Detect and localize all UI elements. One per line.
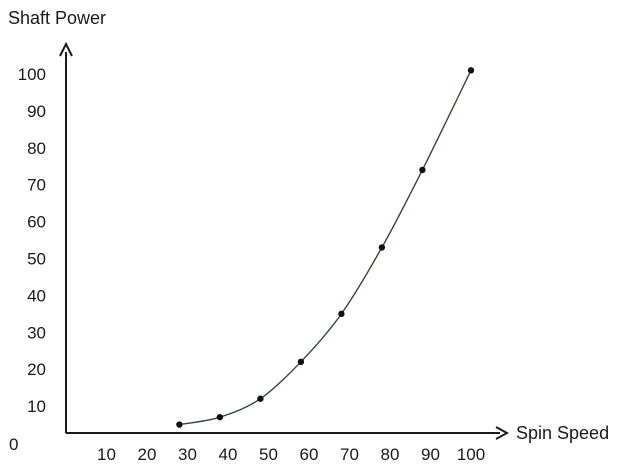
data-point xyxy=(176,421,183,428)
y-tick-label: 80 xyxy=(27,139,46,158)
data-points xyxy=(176,67,475,428)
y-tick-label: 60 xyxy=(27,213,46,232)
x-tick-label: 50 xyxy=(259,445,278,464)
data-point xyxy=(297,358,305,366)
data-point xyxy=(378,244,386,251)
x-axis-title: Spin Speed xyxy=(516,423,609,443)
y-tick-label: 50 xyxy=(27,250,46,269)
x-tick-label: 60 xyxy=(300,445,319,464)
x-tick-label: 70 xyxy=(340,445,359,464)
y-axis-arrowhead xyxy=(59,41,73,57)
x-axis-arrowhead xyxy=(495,426,510,440)
x-tick-label: 80 xyxy=(381,445,400,464)
axes xyxy=(59,41,510,440)
x-tick-label: 90 xyxy=(421,445,440,464)
y-tick-label: 100 xyxy=(18,65,46,84)
x-tick-label: 40 xyxy=(219,445,238,464)
series-curve xyxy=(179,70,472,426)
data-point xyxy=(216,413,224,421)
x-tick-label: 30 xyxy=(178,445,197,464)
data-point xyxy=(338,310,345,318)
y-tick-label: 20 xyxy=(27,360,46,379)
y-tick-label: 10 xyxy=(27,397,46,416)
y-axis-title: Shaft Power xyxy=(8,8,106,28)
x-tick-label: 100 xyxy=(457,445,485,464)
y-tick-label: 40 xyxy=(27,286,46,305)
x-tick-label: 20 xyxy=(138,445,157,464)
x-ticks: 10 20 30 40 50 60 70 80 90 100 xyxy=(97,445,485,464)
data-point xyxy=(257,395,264,402)
y-tick-label: 90 xyxy=(27,102,46,121)
x-tick-label: 10 xyxy=(97,445,116,464)
origin-label: 0 xyxy=(9,435,18,454)
data-point xyxy=(419,166,426,174)
y-ticks: 10 20 30 40 50 60 70 80 90 100 xyxy=(18,65,46,416)
data-point xyxy=(467,67,475,74)
y-tick-label: 70 xyxy=(27,176,46,195)
y-tick-label: 30 xyxy=(27,323,46,342)
